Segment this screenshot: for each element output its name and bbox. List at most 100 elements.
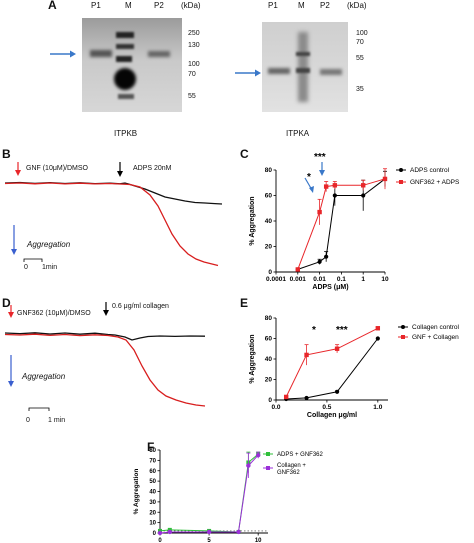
- data-point-e: [375, 336, 380, 341]
- y-tick-label-f: 20: [149, 510, 156, 516]
- series-line-e-0: [286, 338, 379, 400]
- series-line-e-1: [285, 327, 379, 398]
- gnf362-dmso-annotation: GNF362 (10μM)/DMSO: [17, 310, 91, 317]
- x-tick-label-c: 0.1: [337, 276, 346, 283]
- legend-marker-f: [266, 466, 270, 470]
- x-tick-label-f: 10: [255, 538, 262, 543]
- data-point-c: [295, 267, 300, 272]
- collagen-annotation: 0.6 μg/ml collagen: [112, 303, 169, 310]
- scale-time-d: 1 min: [48, 417, 66, 424]
- marker-250: 250: [188, 30, 200, 37]
- legend-label-f: GNF362: [277, 470, 300, 476]
- y-tick-label-e: 40: [265, 356, 273, 363]
- adps-annotation: ADPS 20nM: [133, 165, 172, 172]
- significance-star-e: *: [312, 325, 316, 336]
- lane-p1-label: P1: [91, 1, 101, 10]
- legend-label-e: Collagen control: [412, 324, 460, 331]
- significance-triple-star-c: ***: [314, 152, 326, 163]
- blue-arrowhead-c-2: [319, 170, 325, 176]
- x-tick-label-c: 0.001: [290, 276, 307, 283]
- scale-zero-d: 0: [26, 417, 30, 424]
- y-tick-label-f: 0: [153, 531, 157, 537]
- lane-p1-label-right: P1: [268, 1, 278, 10]
- arrow-left-blot: [50, 50, 76, 58]
- aggregation-direction-arrow-b: [11, 225, 17, 255]
- scale-bar-d: [28, 407, 50, 411]
- legend-marker-e: [401, 335, 405, 339]
- panel-d-label: D: [2, 296, 11, 310]
- red-trace-d: [4, 333, 206, 407]
- legend-label-c: GNF362 + ADPS: [410, 179, 460, 186]
- legend-marker-c: [399, 168, 403, 172]
- scale-bar-b: [23, 258, 43, 262]
- scale-time-b: 1min: [42, 264, 58, 271]
- western-blot-itpka: [262, 22, 348, 112]
- marker-70: 70: [188, 71, 196, 78]
- western-blot-itpkb: [82, 18, 182, 112]
- aggregation-label-d: Aggregation: [22, 372, 66, 381]
- aggregation-label-b: Aggregation: [27, 240, 71, 249]
- x-tick-label-e: 0.5: [322, 404, 331, 411]
- panel-a-label: A: [48, 0, 57, 12]
- marker-70-right: 70: [356, 39, 364, 46]
- marker-55: 55: [188, 93, 196, 100]
- data-point-f: [255, 452, 261, 458]
- marker-35-right: 35: [356, 86, 364, 93]
- black-annotation-arrow-b: [117, 162, 123, 177]
- y-tick-label-e: 80: [265, 315, 273, 322]
- y-tick-label-f: 80: [149, 448, 156, 454]
- x-tick-label-e: 0.0: [271, 404, 280, 411]
- significance-triple-star-e: ***: [336, 325, 348, 336]
- legend-marker-f: [266, 452, 270, 456]
- data-point-c: [324, 254, 329, 259]
- y-tick-label-f: 70: [149, 458, 156, 464]
- gnf-dmso-annotation: GNF (10μM)/DMSO: [26, 165, 88, 172]
- black-annotation-arrow-d: [103, 302, 109, 316]
- data-point-f: [157, 530, 163, 536]
- blot-caption-itpkb: ITPKB: [114, 129, 138, 138]
- data-point-f: [206, 529, 212, 535]
- y-tick-label-f: 60: [149, 469, 156, 475]
- legend-label-c: ADPS control: [410, 167, 450, 174]
- y-tick-label-c: 80: [265, 167, 273, 174]
- y-tick-label-c: 0: [268, 269, 272, 276]
- y-tick-label-f: 10: [149, 521, 156, 527]
- data-point-c: [332, 183, 338, 188]
- legend-marker-e: [401, 325, 405, 329]
- data-point-c: [361, 193, 366, 198]
- blue-arrowhead-c-1: [309, 186, 314, 193]
- data-point-f: [167, 529, 173, 535]
- data-point-f: [246, 463, 251, 468]
- panel-e-label: E: [240, 296, 249, 310]
- series-line-c-1: [297, 178, 386, 270]
- red-annotation-arrow-b: [15, 162, 21, 176]
- panel-b-label: B: [2, 147, 11, 161]
- marker-100: 100: [188, 61, 200, 68]
- marker-55-right: 55: [356, 55, 364, 62]
- y-tick-label-c: 60: [265, 193, 273, 200]
- data-point-e: [304, 352, 309, 358]
- aggregation-direction-arrow-d: [8, 355, 14, 387]
- red-annotation-arrow-d: [8, 305, 14, 318]
- black-trace-d: [4, 332, 206, 341]
- lane-p2-label: P2: [154, 1, 164, 10]
- data-point-e: [334, 389, 340, 394]
- marker-130: 130: [188, 42, 200, 49]
- data-point-f: [236, 529, 241, 535]
- red-trace-b: [4, 182, 219, 267]
- x-tick-label-f: 5: [207, 538, 211, 543]
- x-tick-label-c: 1: [361, 276, 365, 283]
- data-point-e: [375, 326, 381, 331]
- data-point-c: [382, 176, 388, 182]
- lane-p2-label-right: P2: [320, 1, 330, 10]
- x-tick-label-e: 1.0: [373, 404, 382, 411]
- data-point-c: [323, 184, 329, 189]
- series-line-c-0: [297, 178, 386, 270]
- data-point-e: [304, 395, 309, 401]
- y-tick-label-f: 30: [149, 500, 156, 506]
